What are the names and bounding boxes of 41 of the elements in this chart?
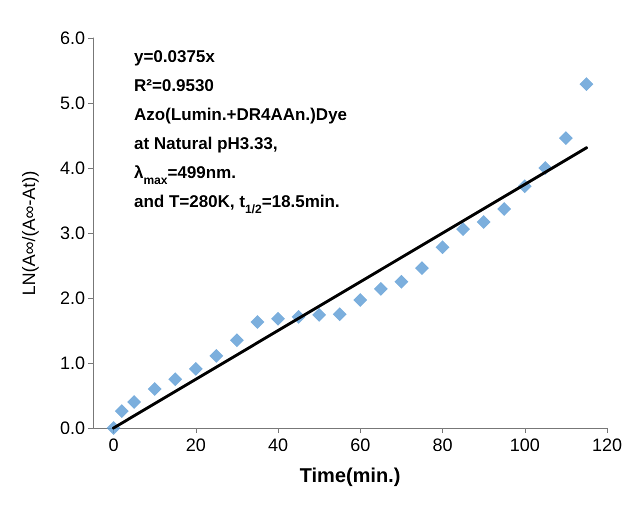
x-tick-label: 40	[268, 435, 288, 455]
point	[114, 404, 129, 418]
y-tick-label: 5.0	[60, 93, 85, 113]
x-tick-label: 120	[592, 435, 622, 455]
annotation: at Natural pH3.33,	[134, 134, 278, 153]
point	[414, 261, 429, 276]
point	[332, 307, 347, 322]
point	[312, 308, 326, 322]
point	[168, 372, 182, 386]
point	[579, 77, 594, 92]
x-axis-title: Time(min.)	[300, 465, 400, 487]
x-tick-label: 100	[510, 435, 540, 455]
point	[353, 292, 368, 307]
point	[209, 348, 224, 363]
point	[456, 222, 470, 236]
point	[476, 214, 491, 229]
point	[497, 202, 512, 216]
y-tick-label: 2.0	[60, 288, 85, 308]
point	[436, 240, 450, 254]
point	[374, 282, 388, 296]
annotation: R²=0.9530	[134, 76, 214, 95]
point	[127, 395, 142, 409]
point	[394, 274, 408, 289]
x-tick-label: 60	[350, 435, 370, 455]
point	[558, 131, 573, 146]
annotation: Azo(Lumin.+DR4AAn.)Dye	[134, 105, 347, 124]
y-axis-title: LN(A∞/(A∞-At))	[19, 170, 39, 296]
y-tick-label: 4.0	[60, 158, 85, 178]
y-tick-label: 3.0	[60, 223, 85, 243]
point	[250, 315, 264, 330]
point	[148, 382, 162, 396]
y-tick-label: 1.0	[60, 353, 85, 373]
point	[230, 333, 244, 348]
point	[188, 362, 203, 376]
y-tick-label: 0.0	[60, 418, 85, 438]
x-tick-label: 80	[432, 435, 453, 455]
point	[271, 312, 286, 326]
y-tick-label: 6.0	[60, 28, 85, 48]
x-tick-label: 0	[108, 435, 119, 455]
x-tick-label: 20	[186, 435, 206, 455]
annotation: y=0.0375x	[134, 47, 216, 66]
